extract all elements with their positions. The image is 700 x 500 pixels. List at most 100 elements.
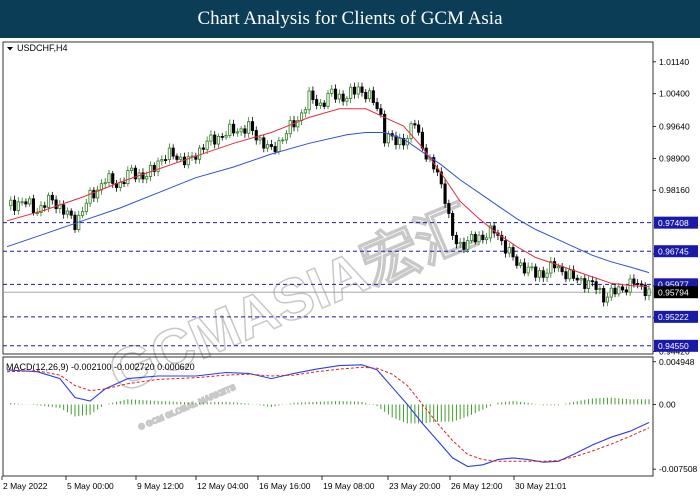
candle-body — [568, 269, 572, 280]
candle-body — [107, 173, 111, 183]
candle-body — [349, 86, 353, 99]
candle-body — [488, 225, 492, 239]
candle-body — [9, 199, 13, 207]
candle-body — [602, 288, 606, 303]
candle-body — [182, 156, 187, 166]
candle-body — [73, 214, 77, 230]
candle-body — [247, 121, 251, 134]
candle-body — [122, 181, 126, 185]
symbol-dropdown-icon[interactable] — [7, 47, 13, 51]
candle-body — [80, 211, 85, 216]
candle-body — [43, 205, 47, 208]
candle-body — [326, 93, 330, 107]
candle-body — [636, 283, 640, 285]
candle-body — [364, 92, 368, 100]
candle-body — [318, 102, 323, 106]
candle-body — [315, 99, 319, 106]
time-tick-label: 2 May 2022 — [3, 481, 48, 491]
candle-body — [92, 189, 96, 199]
ma-fast-line — [6, 108, 650, 288]
candle-body — [269, 144, 273, 147]
price-tick-label: 1.01140 — [659, 57, 689, 67]
candle-body — [250, 121, 255, 131]
candle-body — [341, 93, 345, 102]
macd-indicator: 0.004948 0.00 -0.007508 — [6, 357, 698, 474]
candle-body — [515, 256, 519, 266]
candle-body — [46, 194, 51, 208]
time-tick-label: 16 May 16:00 — [259, 481, 311, 491]
candle-body — [175, 155, 179, 160]
time-axis: 2 May 2022 5 May 00:00 9 May 12:00 12 May 0… — [1, 476, 567, 491]
candle-body — [617, 286, 621, 295]
macd-line — [6, 364, 650, 468]
time-tick-label: 9 May 12:00 — [137, 481, 184, 491]
candle-body — [647, 288, 651, 297]
candle-body — [198, 147, 202, 160]
candle-body — [216, 135, 221, 145]
candle-body — [262, 137, 266, 149]
candle-body — [553, 261, 557, 269]
candle-body — [360, 86, 364, 93]
candle-body — [458, 241, 462, 245]
macd-pane-frame — [2, 356, 654, 477]
candle-body — [50, 194, 54, 201]
candle-body — [213, 134, 217, 145]
time-tick-label: 30 May 21:01 — [515, 481, 567, 491]
level-price-tag-bg — [654, 216, 698, 229]
candle-body — [443, 183, 447, 204]
candle-body — [639, 283, 644, 286]
candle-body — [307, 90, 311, 111]
chart-title: Chart Analysis for Clients of GCM Asia — [197, 8, 503, 29]
candle-body — [575, 277, 579, 281]
macd-tick-label: 0.00 — [659, 399, 676, 409]
candle-body — [462, 241, 466, 250]
candle-body — [643, 284, 647, 297]
time-tick-label: 12 May 04:00 — [197, 481, 249, 491]
candle-body — [296, 120, 300, 128]
candle-body — [375, 102, 379, 109]
current-price-tag-bg — [654, 286, 698, 299]
candle-body — [167, 147, 171, 160]
candle-body — [507, 247, 511, 254]
candle-body — [379, 108, 383, 115]
candle-body — [590, 280, 594, 283]
candle-body — [209, 134, 213, 142]
candle-body — [564, 271, 568, 280]
candle-body — [171, 147, 175, 157]
candle-body — [541, 270, 545, 278]
candle-body — [386, 133, 390, 144]
candle-body — [288, 120, 292, 135]
candle-body — [164, 159, 168, 161]
candle-body — [281, 139, 285, 142]
candle-body — [266, 144, 270, 149]
candle-body — [311, 90, 315, 100]
candle-body — [16, 201, 20, 211]
candle-body — [352, 86, 357, 95]
candle-body — [537, 270, 542, 278]
candle-body — [20, 201, 24, 204]
candle-body — [337, 93, 341, 100]
candle-body — [583, 278, 587, 289]
candle-body — [160, 159, 164, 162]
price-tick-label: 0.98900 — [659, 153, 690, 163]
candle-body — [420, 131, 424, 149]
candle-body — [598, 288, 602, 290]
candle-body — [303, 109, 307, 114]
level-price-tag: 0.95222 — [658, 312, 689, 322]
level-price-tag-bg — [654, 339, 698, 352]
candle-body — [534, 266, 538, 278]
candle-body — [530, 266, 534, 269]
watermark: GCMASIA宏汇 © GCM GLOBAL MARKETS — [99, 193, 485, 433]
level-price-tag: 0.96745 — [658, 246, 689, 256]
time-tick-label: 23 May 20:00 — [389, 481, 441, 491]
candle-body — [239, 128, 243, 133]
candle-body — [243, 128, 247, 134]
candle-body — [224, 135, 228, 138]
candle-body — [605, 296, 610, 303]
level-price-tag-bg — [654, 310, 698, 323]
candle-body — [133, 167, 137, 180]
candle-body — [228, 123, 232, 136]
time-tick-label: 19 May 08:00 — [323, 481, 375, 491]
candle-body — [111, 173, 115, 184]
candle-body — [54, 199, 58, 210]
